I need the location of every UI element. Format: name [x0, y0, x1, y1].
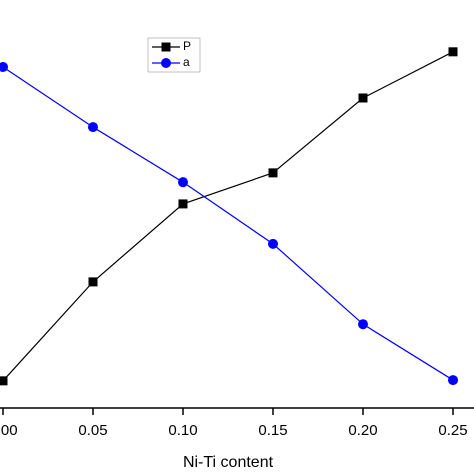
legend-box [147, 37, 201, 73]
data-point [448, 47, 458, 57]
data-point [0, 376, 8, 386]
data-point [178, 199, 188, 209]
data-point [178, 177, 188, 188]
x-tick-label: 0.05 [78, 422, 107, 439]
series-line [2, 51, 454, 382]
data-point [88, 277, 98, 287]
x-tick-label: 0.25 [438, 422, 467, 439]
legend-marker [161, 42, 171, 52]
legend-marker [161, 58, 171, 68]
series-line [2, 66, 454, 381]
x-axis-title: Ni-Ti content [183, 454, 274, 471]
data-point [358, 93, 368, 103]
data-point [0, 61, 8, 72]
x-tick-label: 0.10 [168, 422, 197, 439]
data-point [448, 375, 458, 386]
x-tick-label: 0.00 [0, 422, 18, 439]
legend-label: P [183, 39, 191, 53]
data-point [88, 122, 98, 133]
x-tick-label: 0.20 [348, 422, 377, 439]
data-point [268, 168, 278, 178]
x-tick-label: 0.15 [258, 422, 287, 439]
data-point [358, 319, 368, 330]
data-point [268, 238, 278, 249]
legend-label: a [183, 55, 190, 69]
